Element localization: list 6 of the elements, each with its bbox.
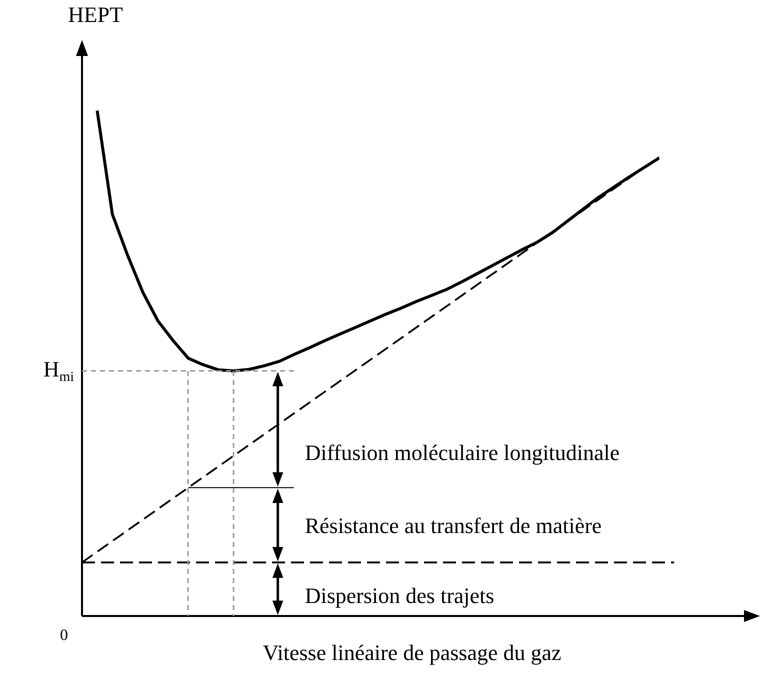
annotation: Dispersion des trajets bbox=[304, 582, 494, 608]
y-axis-title: HEPT bbox=[68, 2, 124, 27]
x-axis-title: Vitesse linéaire de passage du gaz bbox=[262, 640, 562, 665]
text: 0 bbox=[60, 627, 68, 644]
annotation: Diffusion moléculaire longitudinale bbox=[304, 440, 620, 466]
annotation: Résistance au transfert de matière bbox=[304, 512, 602, 538]
